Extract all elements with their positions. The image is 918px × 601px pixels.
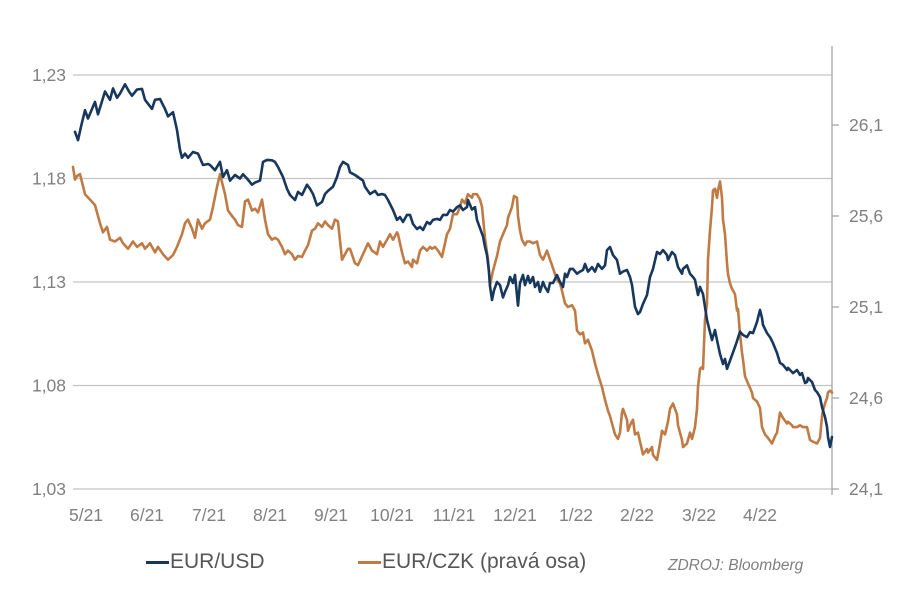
x-tick-label: 1/22 <box>559 505 593 525</box>
source-label: ZDROJ: Bloomberg <box>668 557 804 574</box>
series-line-eur-czk <box>71 165 834 462</box>
legend-item-eur-czk: EUR/CZK (pravá osa) <box>358 550 586 574</box>
legend-label-eur-usd: EUR/USD <box>170 550 265 573</box>
x-tick-label: 6/21 <box>130 505 164 525</box>
y-right-tick-label: 24,1 <box>849 479 883 499</box>
y-left-tick-label: 1,08 <box>32 375 66 395</box>
y-left-tick-label: 1,13 <box>32 272 66 292</box>
y-right-tick-label: 25,1 <box>849 297 883 317</box>
x-tick-label: 7/21 <box>192 505 226 525</box>
eur-usd-line-icon <box>146 560 169 564</box>
y-right-tick-label: 25,6 <box>849 206 883 226</box>
x-tick-label: 12/21 <box>493 505 537 525</box>
eur-czk-line-icon <box>358 560 381 564</box>
x-tick-label: 2/22 <box>620 505 654 525</box>
x-tick-label: 3/22 <box>682 505 716 525</box>
x-tick-label: 8/21 <box>253 505 287 525</box>
x-tick-label: 4/22 <box>743 505 777 525</box>
x-tick-label: 11/21 <box>433 505 476 525</box>
x-tick-label: 10/21 <box>370 505 414 525</box>
y-left-tick-label: 1,03 <box>32 479 66 499</box>
legend-item-eur-usd: EUR/USD <box>146 550 265 574</box>
series-line-eur-usd <box>73 83 834 449</box>
chart-legend: EUR/USD EUR/CZK (pravá osa) ZDROJ: Bloom… <box>0 548 918 588</box>
y-left-tick-label: 1,18 <box>32 168 66 188</box>
y-right-tick-label: 26,1 <box>849 115 883 135</box>
y-right-tick-label: 24,6 <box>849 388 883 408</box>
x-tick-label: 5/21 <box>69 505 103 525</box>
y-left-tick-label: 1,23 <box>32 65 66 85</box>
x-tick-label: 9/21 <box>314 505 348 525</box>
legend-label-eur-czk: EUR/CZK (pravá osa) <box>382 550 587 573</box>
